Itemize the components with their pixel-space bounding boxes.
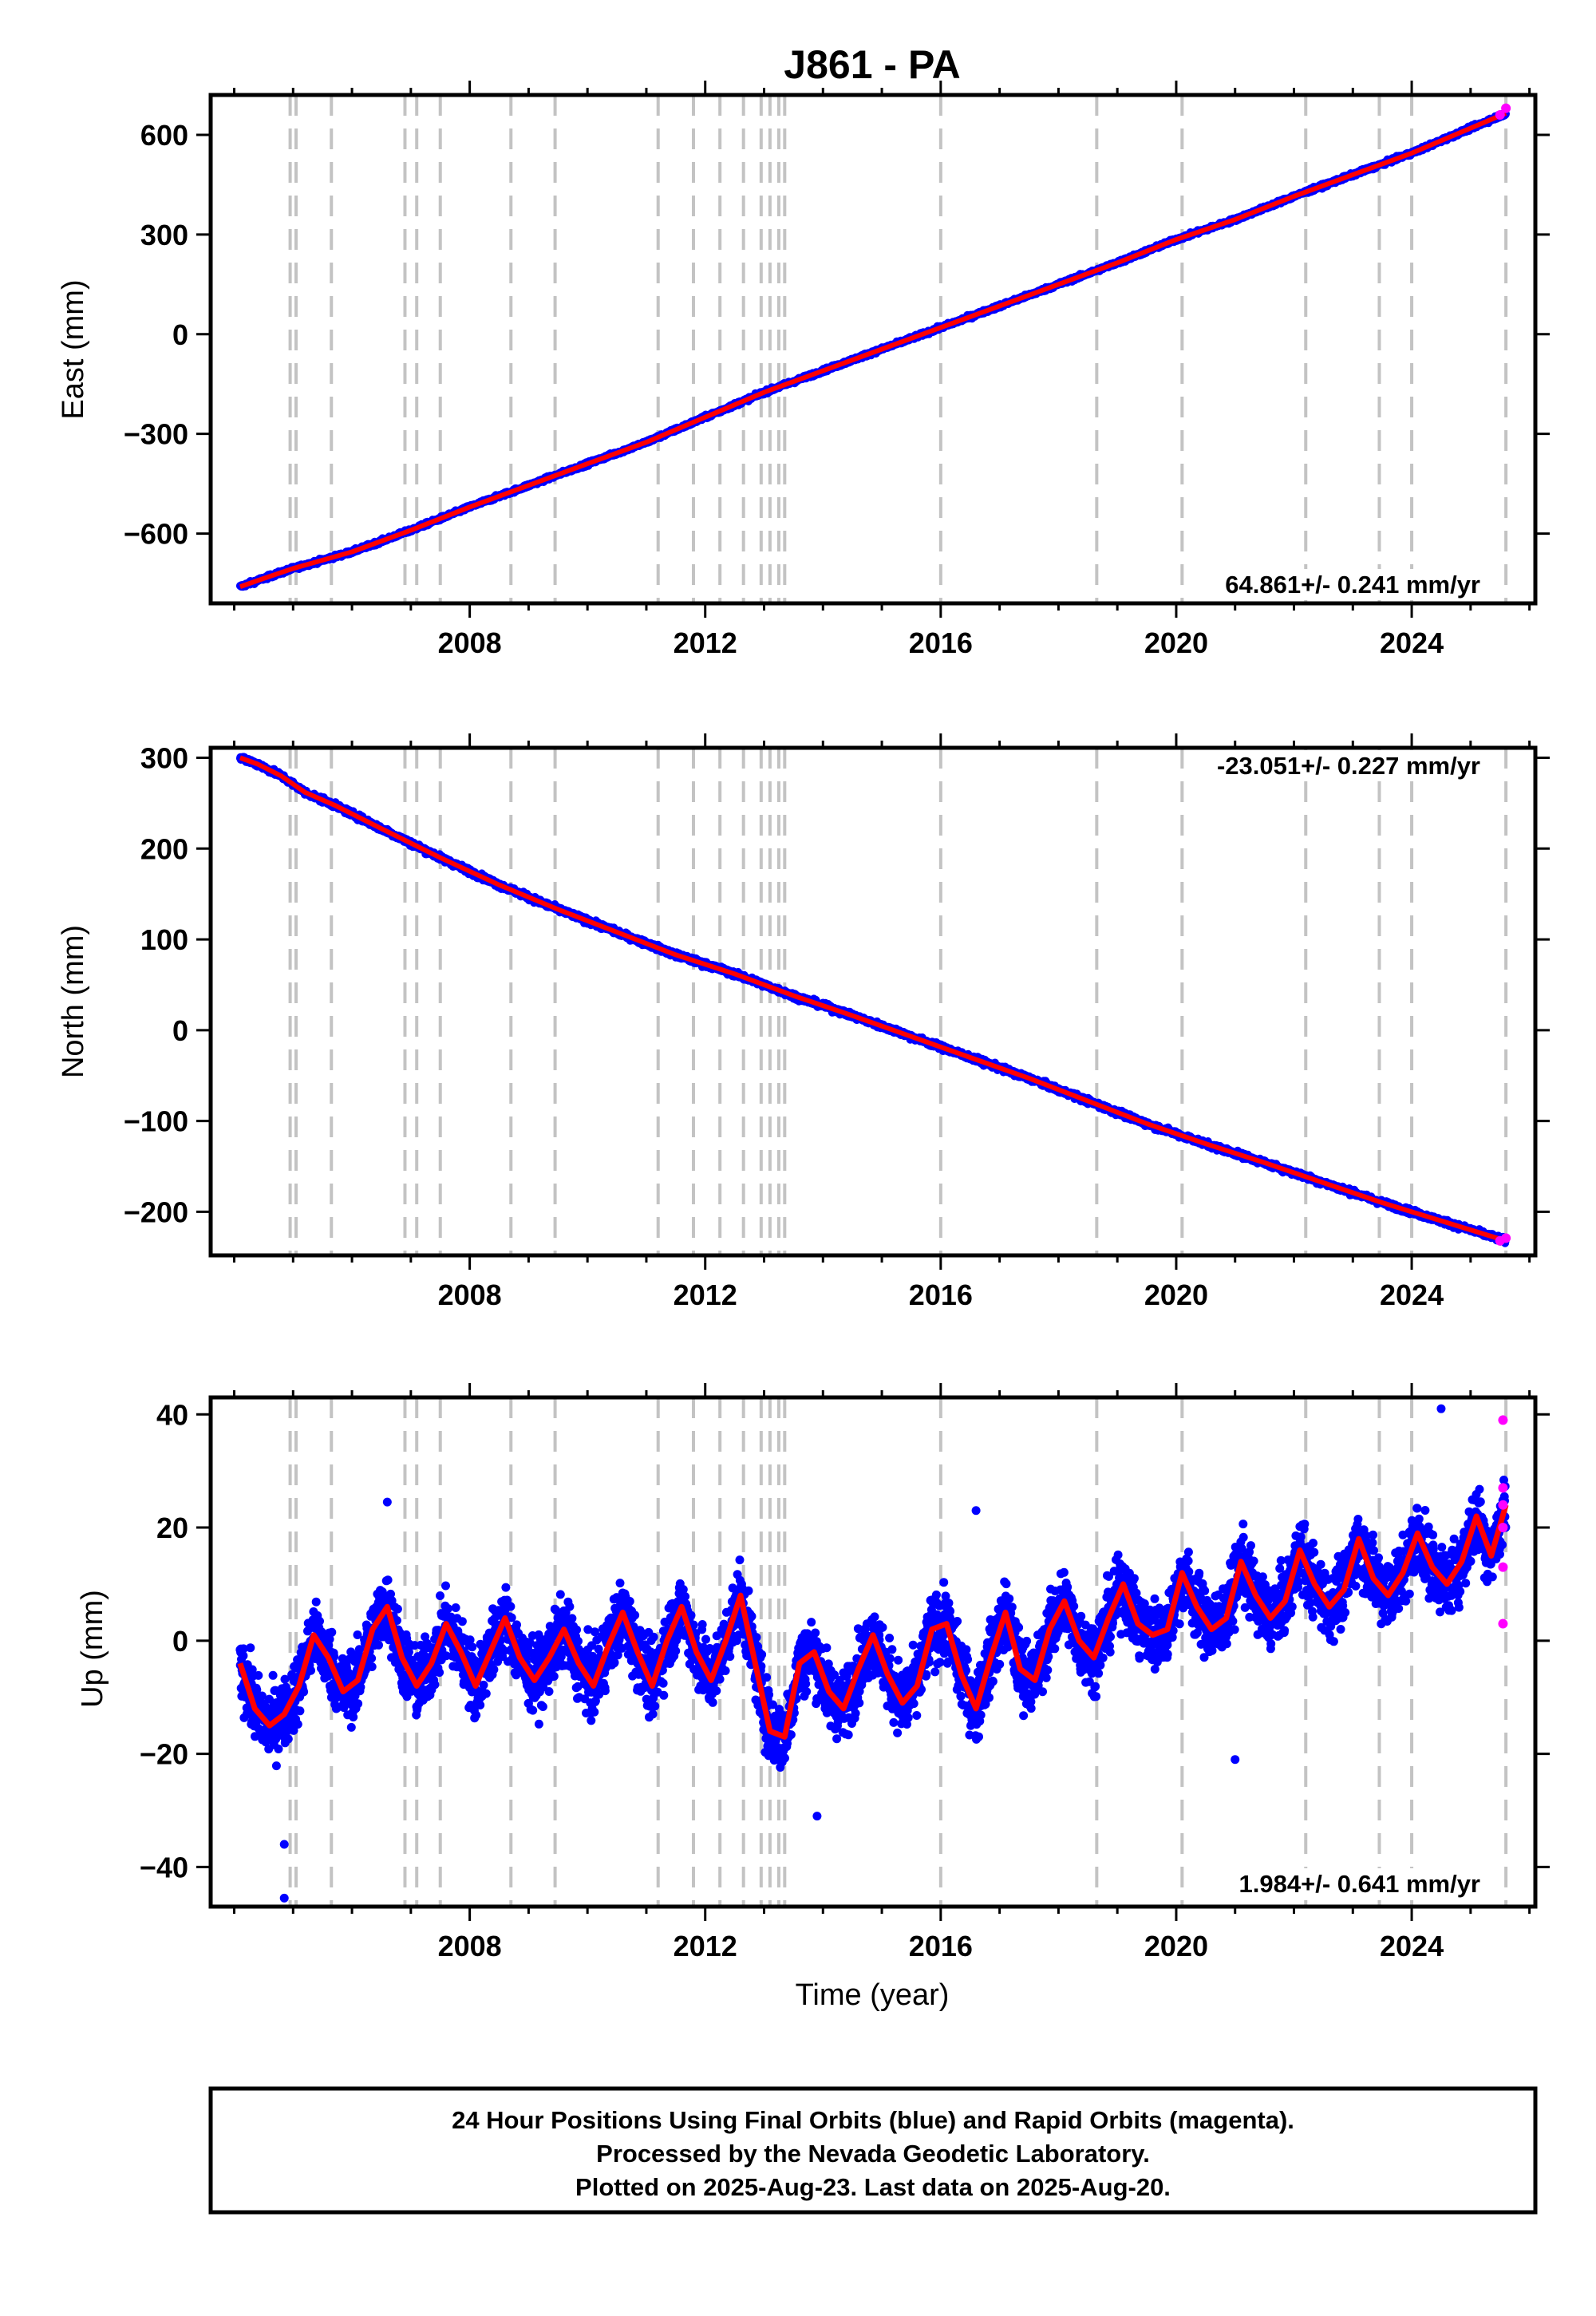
x-tick-label: 2012 [674, 626, 737, 659]
x-tick-label: 2020 [1144, 626, 1208, 659]
x-tick-label: 2008 [438, 626, 502, 659]
y-tick-label: 300 [140, 219, 188, 251]
north-y-axis-label: North (mm) [57, 925, 90, 1078]
chart-title: J861 - PA [784, 42, 960, 87]
east-y-axis-label: East (mm) [57, 279, 90, 419]
y-tick-label: −300 [124, 418, 188, 451]
y-tick-label: 600 [140, 119, 188, 152]
rapid-orbit-point [1501, 103, 1511, 113]
x-tick-label: 2016 [909, 626, 973, 659]
y-tick-label: −600 [124, 518, 188, 551]
east-panel: East (mm) 600 300 0 −300 −600 2008 2012 2016 202… [57, 81, 1550, 659]
x-tick-label: 2024 [1380, 626, 1444, 659]
y-tick-label: 0 [172, 318, 188, 351]
east-rate-label: 64.861+/- 0.241 mm/yr [1225, 571, 1480, 599]
